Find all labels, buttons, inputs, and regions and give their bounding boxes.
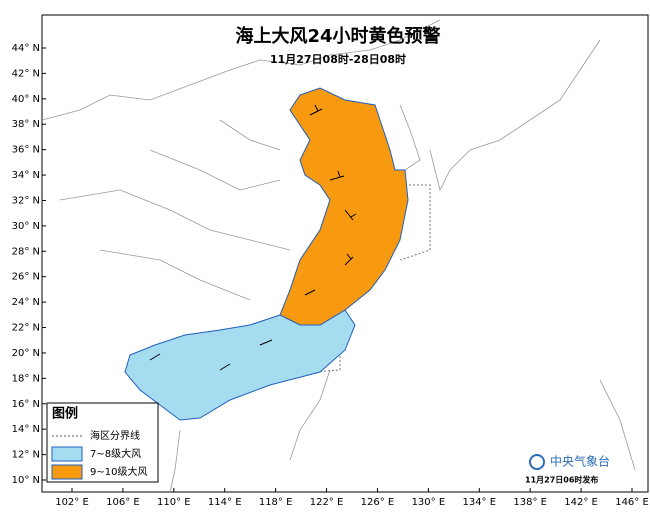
lon-label: 122° E xyxy=(310,497,344,508)
lon-label: 146° E xyxy=(615,497,649,508)
subtitle: 11月27日08时-28日08时 xyxy=(270,52,406,66)
lat-label: 38° N xyxy=(12,119,40,130)
lat-label: 18° N xyxy=(12,373,40,384)
lat-label: 40° N xyxy=(12,94,40,105)
lat-label: 28° N xyxy=(12,246,40,257)
issued-time: 11月27日06时发布 xyxy=(525,475,598,485)
gale-7-8-area xyxy=(124,309,356,421)
lon-label: 130° E xyxy=(412,497,446,508)
lat-label: 32° N xyxy=(12,195,40,206)
agency-logo xyxy=(529,454,545,470)
lon-label: 118° E xyxy=(259,497,293,508)
lat-label: 14° N xyxy=(12,424,40,435)
lat-label: 26° N xyxy=(12,272,40,283)
lat-label: 22° N xyxy=(12,323,40,334)
lon-label: 138° E xyxy=(513,497,547,508)
lon-label: 106° E xyxy=(106,497,140,508)
lat-labels: 44° N 42° N 40° N 38° N 36° N 34° N 32° N 30° N… xyxy=(12,43,46,486)
legend-item: 7~8级大风 xyxy=(90,447,141,460)
lat-label: 36° N xyxy=(12,145,40,156)
lon-label: 134° E xyxy=(462,497,496,508)
gale-9-10-area xyxy=(279,87,409,326)
lat-label: 12° N xyxy=(12,450,40,461)
lon-labels: 102° E 106° E 110° E 114° E 118° E 122° E 126°… xyxy=(55,488,649,508)
lon-label: 102° E xyxy=(55,497,89,508)
title: 海上大风24小时黄色预警 xyxy=(235,25,440,47)
lat-label: 24° N xyxy=(12,297,40,308)
lat-label: 20° N xyxy=(12,348,40,359)
legend-item: 9~10级大风 xyxy=(90,465,147,478)
lat-label: 34° N xyxy=(12,170,40,181)
lat-label: 10° N xyxy=(12,475,40,486)
legend-item: 海区分界线 xyxy=(90,429,140,442)
lat-label: 42° N xyxy=(12,68,40,79)
lat-label: 30° N xyxy=(12,221,40,232)
lon-label: 126° E xyxy=(361,497,395,508)
legend-swatch xyxy=(51,446,83,462)
legend-title: 图例 xyxy=(52,406,78,422)
lat-label: 44° N xyxy=(12,43,40,54)
wind-barbs xyxy=(149,104,357,371)
lat-label: 16° N xyxy=(12,399,40,410)
lon-label: 110° E xyxy=(157,497,191,508)
agency: 中央气象台 xyxy=(550,454,610,469)
lon-label: 142° E xyxy=(564,497,598,508)
lon-label: 114° E xyxy=(208,497,242,508)
legend-swatch xyxy=(51,464,83,480)
legend: 图例 海区分界线 7~8级大风 9~10级大风 xyxy=(46,402,159,483)
